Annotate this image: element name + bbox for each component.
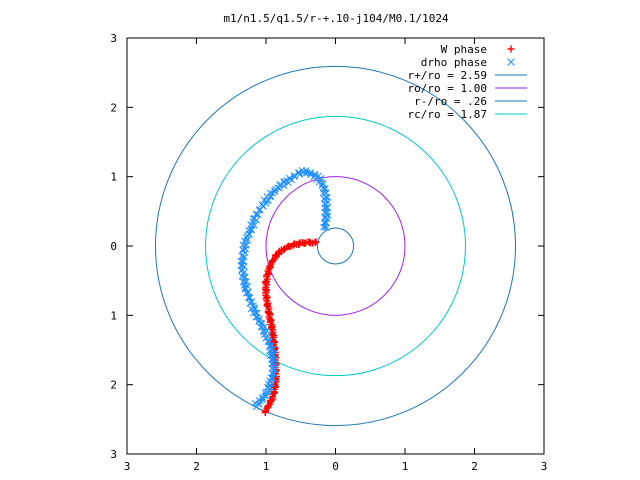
point — [260, 196, 268, 204]
y-tick-label: 3 — [110, 32, 117, 45]
x-tick-label: 1 — [263, 460, 270, 473]
y-tick-label: 1 — [110, 309, 117, 322]
legend-marker-0 — [507, 45, 515, 53]
point — [262, 392, 270, 399]
point — [243, 289, 250, 297]
point — [255, 318, 263, 326]
point — [271, 188, 278, 196]
point — [251, 305, 259, 313]
circle-4 — [316, 227, 355, 265]
legend-marker-1 — [507, 58, 515, 66]
point — [240, 237, 248, 245]
legend-label-0: W phase — [441, 43, 487, 56]
point — [268, 370, 276, 377]
point — [259, 394, 266, 402]
point — [319, 180, 327, 188]
y-tick-label: 2 — [110, 101, 117, 114]
x-tick-label: 3 — [541, 460, 548, 473]
point — [281, 245, 289, 253]
y-tick-label: 2 — [110, 379, 117, 392]
chart-title: m1/n1.5/q1.5/r-+.10-j104/M0.1/1024 — [223, 12, 449, 25]
point — [253, 313, 261, 321]
point — [250, 215, 257, 223]
radius-circles — [154, 65, 517, 427]
point — [270, 389, 278, 397]
x-tick-label: 2 — [193, 460, 200, 473]
point — [253, 210, 260, 218]
legend-label-5: rc/ro = 1.87 — [408, 108, 487, 121]
series-1 — [237, 166, 332, 411]
point — [306, 169, 314, 177]
point — [246, 294, 254, 301]
point — [245, 294, 252, 301]
x-tick-label: 1 — [402, 460, 409, 473]
legend-label-1: drho phase — [421, 56, 487, 69]
legend-label-2: r+/ro = 2.59 — [408, 69, 487, 82]
point — [252, 403, 260, 411]
point — [241, 285, 249, 293]
circle-5 — [205, 115, 466, 377]
point — [285, 242, 293, 250]
point — [247, 226, 255, 234]
point — [245, 288, 252, 296]
y-tick-label: 1 — [110, 171, 117, 184]
legend-label-3: ro/ro = 1.00 — [408, 82, 487, 95]
point — [266, 342, 274, 349]
circle-3 — [265, 176, 406, 316]
point — [251, 399, 259, 407]
point — [323, 204, 330, 212]
point — [247, 299, 255, 306]
point — [250, 302, 257, 309]
x-tick-label: 3 — [124, 460, 131, 473]
legend-label-4: r-/ro = .26 — [414, 95, 487, 108]
y-tick-label: 3 — [110, 448, 117, 461]
point — [250, 304, 258, 311]
x-tick-label: 0 — [332, 460, 339, 473]
point — [319, 189, 327, 197]
point — [261, 409, 269, 417]
point — [251, 222, 258, 229]
y-tick-label: 0 — [110, 240, 117, 253]
point — [271, 356, 279, 364]
point — [239, 251, 247, 259]
point — [324, 204, 332, 212]
data-series — [237, 166, 332, 417]
circle-2 — [154, 65, 517, 427]
point — [268, 346, 276, 354]
point — [264, 403, 272, 411]
x-tick-label: 2 — [471, 460, 478, 473]
point — [239, 246, 246, 253]
point — [271, 369, 278, 377]
point — [244, 236, 252, 244]
point — [243, 278, 250, 285]
